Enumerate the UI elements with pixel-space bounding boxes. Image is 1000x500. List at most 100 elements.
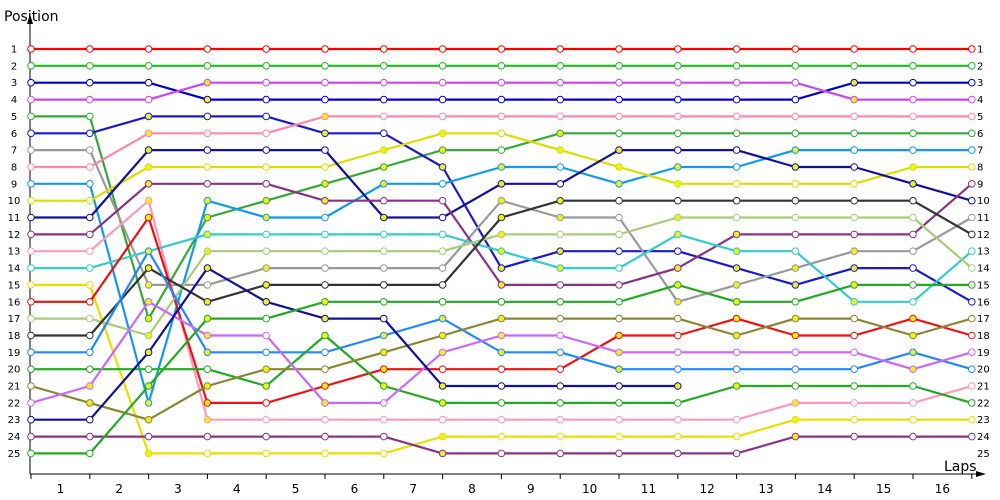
x-axis-arrow (976, 471, 986, 477)
series-19-point (438, 314, 447, 323)
series-15-point (732, 432, 741, 441)
series-15-point (615, 432, 623, 441)
series-7-point (909, 247, 917, 255)
series-14-point (674, 230, 682, 239)
series-22-point (203, 331, 212, 340)
series-10-point (615, 163, 623, 171)
series-15-point (144, 449, 153, 458)
series-4-point (262, 78, 271, 87)
series-2-point (968, 62, 976, 70)
series-19-point (144, 247, 153, 255)
series-3-point (497, 95, 506, 104)
series-19-point (732, 365, 741, 374)
series-10-point (27, 196, 35, 205)
series-2-point (674, 62, 682, 70)
series-19-point (791, 365, 800, 374)
series-22-point (674, 348, 682, 357)
series-11-point (321, 146, 329, 154)
y-tick-label-right: 8 (977, 162, 983, 173)
series-6-point (968, 298, 976, 306)
series-5-point (497, 146, 506, 154)
series-20-point (321, 331, 329, 340)
series-4-point (380, 78, 388, 87)
series-14-point (438, 230, 447, 239)
series-5-point (556, 129, 565, 138)
series-17-point (850, 213, 859, 222)
series-15-point (968, 415, 976, 424)
series-20-point (27, 365, 35, 374)
series-16-point (791, 331, 800, 340)
series-12-point (850, 230, 859, 239)
series-8-point (674, 112, 682, 121)
series-22-point (262, 331, 271, 340)
series-25-point (556, 298, 565, 306)
x-tick-label: 16 (935, 482, 950, 496)
series-19-point (380, 331, 388, 340)
series-2-point (262, 62, 271, 70)
series-9-point (86, 180, 94, 188)
series-6-point (262, 112, 271, 121)
series-4-point (556, 78, 565, 87)
series-25-point (674, 281, 682, 289)
series-2-point (86, 62, 94, 70)
series-7-point (27, 146, 35, 154)
series-24-point (791, 432, 800, 441)
series-20-point (732, 382, 741, 390)
series-21-point (262, 365, 271, 374)
series-16-point (850, 331, 859, 340)
series-3-point (732, 95, 741, 104)
series-11-point (203, 146, 212, 154)
series-2-point (497, 62, 506, 70)
series-16-point (968, 331, 976, 340)
series-25-point (380, 298, 388, 306)
series-24-point (203, 432, 212, 441)
series-24-point (968, 432, 976, 441)
x-tick-label: 9 (527, 482, 535, 496)
series-10-point (321, 163, 329, 171)
series-11-point (791, 163, 800, 171)
series-2-point (321, 62, 329, 70)
series-20-point (968, 399, 976, 407)
y-tick-label-right: 7 (977, 146, 983, 157)
series-4-point (850, 95, 859, 104)
series-17-point (615, 230, 623, 239)
y-tick-label-left: 11 (8, 213, 21, 224)
series-12-point (615, 281, 623, 289)
series-4-point (321, 78, 329, 87)
series-16-point (321, 382, 329, 390)
series-11-point (968, 196, 976, 205)
series-3-point (556, 95, 565, 104)
y-tick-label-left: 9 (11, 179, 17, 190)
series-20-point (203, 365, 212, 374)
series-25-point (497, 298, 506, 306)
series-15-point (321, 449, 329, 458)
series-7-point (615, 213, 623, 222)
series-10-point (732, 180, 741, 188)
series-24-point (732, 449, 741, 458)
series-18-point (144, 264, 153, 272)
series-25-point (732, 298, 741, 306)
series-24-point (497, 449, 506, 458)
series-13-point (791, 399, 800, 407)
series-25-point (144, 382, 153, 390)
y-axis-arrow (27, 14, 33, 24)
y-tick-label-left: 16 (8, 297, 21, 308)
series-9-point (27, 180, 35, 188)
series-22-point (27, 399, 35, 407)
series-23-point (27, 415, 35, 424)
x-tick-label: 8 (468, 482, 476, 496)
series-14-point (615, 264, 623, 272)
x-tick-label: 3 (174, 482, 182, 496)
x-tick-label: 6 (351, 482, 359, 496)
series-11-point (144, 146, 153, 154)
series-11-point (850, 163, 859, 171)
series-12-point (438, 196, 447, 205)
series-4-point (615, 78, 623, 87)
series-23-point (497, 382, 506, 390)
series-1-point (144, 45, 153, 53)
series-18-point (968, 230, 976, 239)
series-7-point (556, 213, 565, 222)
series-12-point (380, 196, 388, 205)
series-23-point (556, 382, 565, 390)
series-15-point (791, 415, 800, 424)
